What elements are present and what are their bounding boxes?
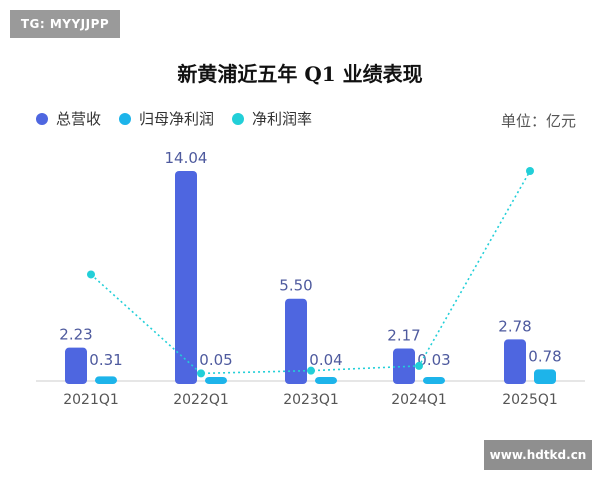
point-margin xyxy=(526,167,534,175)
data-label-profit: 0.03 xyxy=(417,351,450,369)
bar-profit xyxy=(534,369,556,384)
bar-profit xyxy=(205,377,227,384)
legend-item-profit: 归母净利润 xyxy=(119,108,214,129)
x-tick-label: 2021Q1 xyxy=(63,392,119,408)
point-margin xyxy=(87,270,95,279)
legend-item-revenue: 总营收 xyxy=(36,108,101,129)
data-label-revenue: 2.23 xyxy=(59,326,92,344)
unit-label: 单位：亿元 xyxy=(500,112,576,130)
line-margin xyxy=(90,170,531,375)
point-margin xyxy=(415,361,423,370)
bar-revenue xyxy=(65,347,87,384)
watermark-top-left: TG: MYYJJPP xyxy=(10,10,120,38)
legend-dot-profit xyxy=(119,112,132,125)
data-label-revenue: 14.04 xyxy=(165,149,208,167)
data-label-revenue: 2.17 xyxy=(387,327,420,345)
data-label-profit: 0.04 xyxy=(309,351,342,369)
chart-legend: 总营收 归母净利润 净利润率 xyxy=(36,108,312,129)
bar-profit xyxy=(95,376,117,384)
bar-revenue xyxy=(175,171,197,384)
x-tick-label: 2024Q1 xyxy=(391,392,447,408)
bar-profit xyxy=(423,377,445,384)
data-label-revenue: 5.50 xyxy=(279,277,312,295)
watermark-bottom-right: www.hdtkd.cn xyxy=(484,440,592,470)
legend-dot-revenue xyxy=(36,112,48,125)
chart-title: 新黄浦近五年 Q1 业绩表现 xyxy=(177,62,423,86)
data-label-revenue: 2.78 xyxy=(498,317,531,335)
legend-dot-margin xyxy=(232,112,245,125)
x-tick-label: 2023Q1 xyxy=(283,392,339,408)
legend-item-margin: 净利润率 xyxy=(232,108,312,129)
x-tick-label: 2022Q1 xyxy=(173,392,229,408)
legend-label-margin: 净利润率 xyxy=(252,110,313,128)
bar-revenue xyxy=(285,298,307,384)
data-label-profit: 0.05 xyxy=(199,351,232,369)
bar-profit xyxy=(315,377,337,384)
x-tick-label: 2025Q1 xyxy=(502,392,558,408)
bar-revenue xyxy=(504,339,526,384)
data-label-profit: 0.78 xyxy=(528,347,561,365)
legend-label-profit: 归母净利润 xyxy=(139,110,215,128)
data-label-profit: 0.31 xyxy=(89,351,122,369)
legend-label-revenue: 总营收 xyxy=(56,110,102,128)
point-margin xyxy=(307,366,315,375)
point-margin xyxy=(197,369,205,378)
